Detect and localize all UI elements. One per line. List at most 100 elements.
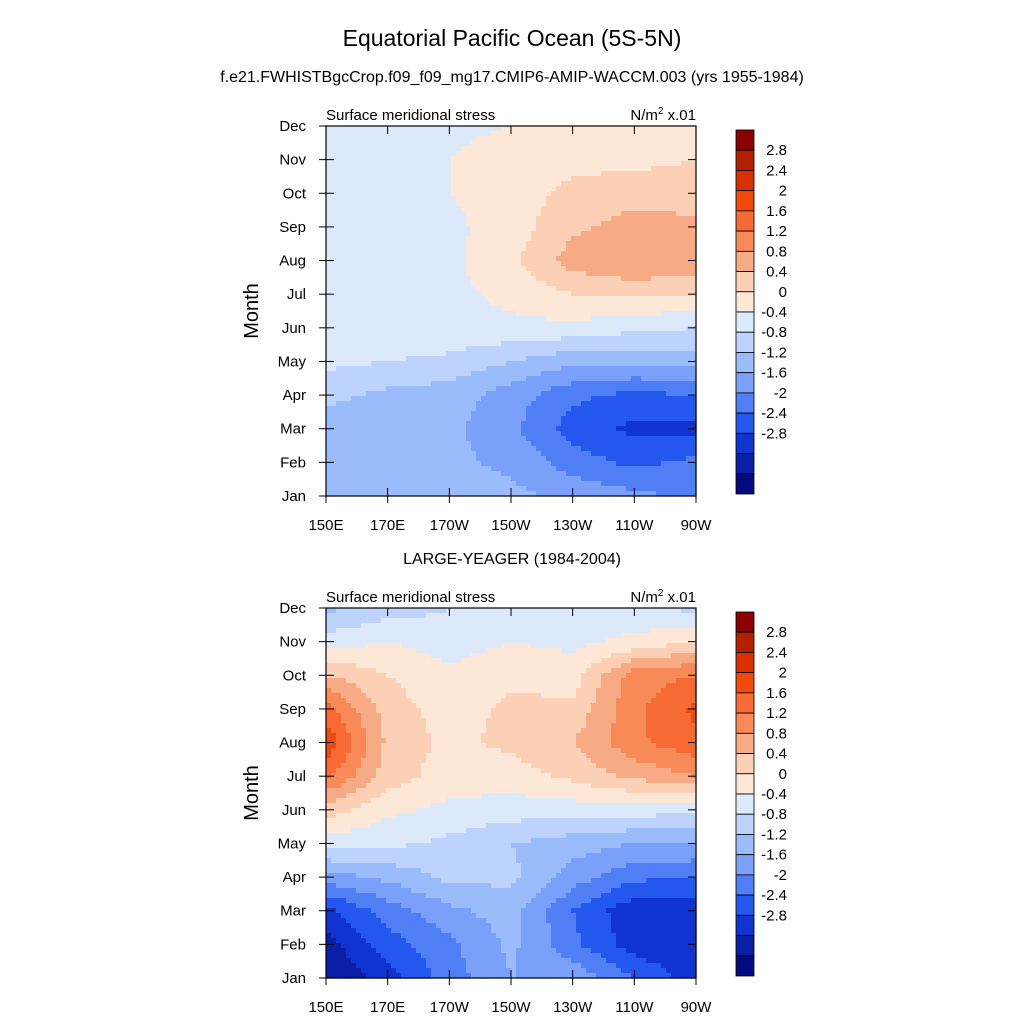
contour-cell: [536, 151, 542, 157]
contour-cell: [571, 271, 577, 277]
contour-cell: [501, 236, 507, 242]
contour-cell: [426, 306, 432, 312]
contour-cell: [371, 431, 377, 437]
contour-cell: [401, 331, 407, 337]
contour-cell: [511, 261, 517, 267]
contour-cell: [391, 146, 397, 152]
contour-cell: [676, 191, 682, 197]
contour-cell: [631, 386, 637, 392]
contour-cell: [551, 431, 557, 437]
contour-cell: [646, 301, 652, 307]
contour-cell: [426, 231, 432, 237]
contour-cell: [631, 181, 637, 187]
contour-cell: [621, 211, 627, 217]
contour-cell: [656, 451, 662, 457]
contour-cell: [666, 366, 672, 372]
contour-cell: [356, 161, 362, 167]
contour-cell: [356, 406, 362, 412]
contour-cell: [406, 376, 412, 382]
contour-cell: [446, 131, 452, 137]
contour-cell: [366, 271, 372, 277]
contour-cell: [641, 221, 647, 227]
contour-cell: [411, 206, 417, 212]
contour-cell: [686, 156, 692, 162]
contour-cell: [591, 191, 597, 197]
contour-cell: [586, 261, 592, 267]
contour-cell: [516, 161, 522, 167]
contour-cell: [406, 411, 412, 417]
contour-cell: [406, 281, 412, 287]
contour-cell: [506, 281, 512, 287]
contour-cell: [471, 296, 477, 302]
contour-cell: [691, 351, 697, 357]
contour-cell: [391, 226, 397, 232]
contour-cell: [386, 241, 392, 247]
contour-cell: [571, 186, 577, 192]
contour-cell: [336, 176, 342, 182]
contour-cell: [386, 136, 392, 142]
contour-cell: [396, 321, 402, 327]
contour-cell: [631, 166, 637, 172]
contour-cell: [431, 171, 437, 177]
contour-cell: [546, 391, 552, 397]
contour-cell: [571, 151, 577, 157]
contour-cell: [351, 211, 357, 217]
contour-cell: [561, 336, 567, 342]
contour-cell: [341, 426, 347, 432]
contour-cell: [676, 156, 682, 162]
contour-cell: [526, 136, 532, 142]
contour-cell: [521, 316, 527, 322]
contour-cell: [371, 246, 377, 252]
contour-cell: [376, 201, 382, 207]
contour-cell: [366, 401, 372, 407]
contour-cell: [356, 436, 362, 442]
contour-cell: [471, 216, 477, 222]
contour-cell: [381, 156, 387, 162]
contour-cell: [446, 381, 452, 387]
contour-cell: [581, 136, 587, 142]
contour-cell: [661, 346, 667, 352]
contour-cell: [541, 226, 547, 232]
contour-cell: [586, 341, 592, 347]
contour-cell: [586, 286, 592, 292]
contour-cell: [416, 206, 422, 212]
contour-cell: [646, 331, 652, 337]
contour-cell: [446, 331, 452, 337]
contour-cell: [641, 431, 647, 437]
contour-cell: [611, 311, 617, 317]
contour-cell: [386, 331, 392, 337]
contour-cell: [506, 356, 512, 362]
contour-cell: [401, 381, 407, 387]
contour-cell: [476, 446, 482, 452]
contour-cell: [396, 276, 402, 282]
contour-cell: [351, 216, 357, 222]
contour-cell: [526, 191, 532, 197]
contour-cell: [446, 361, 452, 367]
contour-cell: [681, 226, 687, 232]
contour-cell: [556, 151, 562, 157]
contour-cell: [331, 226, 337, 232]
contour-cell: [671, 376, 677, 382]
contour-cell: [491, 376, 497, 382]
contour-cell: [531, 176, 537, 182]
contour-cell: [476, 351, 482, 357]
contour-cell: [631, 331, 637, 337]
contour-cell: [481, 201, 487, 207]
contour-cell: [616, 316, 622, 322]
contour-cell: [591, 146, 597, 152]
contour-cell: [601, 416, 607, 422]
contour-cell: [631, 291, 637, 297]
contour-cell: [611, 176, 617, 182]
contour-cell: [646, 156, 652, 162]
contour-cell: [491, 241, 497, 247]
contour-cell: [411, 366, 417, 372]
contour-cell: [396, 426, 402, 432]
contour-cell: [671, 421, 677, 427]
contour-cell: [621, 386, 627, 392]
contour-cell: [571, 296, 577, 302]
contour-cell: [411, 286, 417, 292]
contour-cell: [531, 356, 537, 362]
contour-cell: [501, 421, 507, 427]
contour-cell: [506, 411, 512, 417]
